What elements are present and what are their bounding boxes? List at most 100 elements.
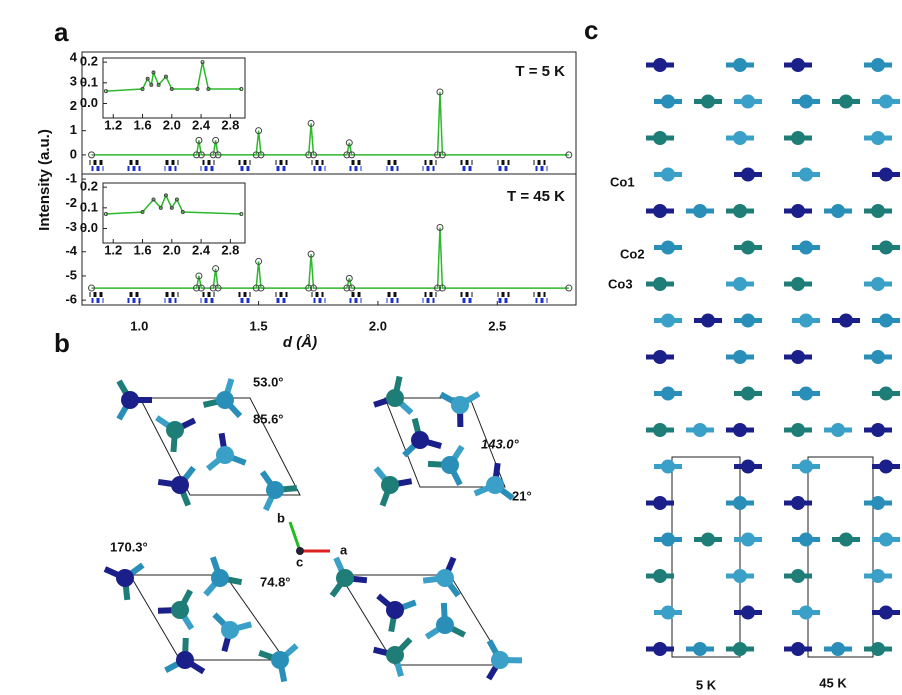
atom xyxy=(741,240,755,255)
panel-label: a xyxy=(54,17,69,47)
data-point xyxy=(212,136,220,144)
data-line xyxy=(91,227,569,289)
atom xyxy=(839,94,853,109)
angle-label: 21° xyxy=(512,488,532,503)
atom-label: Co2 xyxy=(620,246,645,261)
data-point xyxy=(345,139,353,147)
atom xyxy=(733,642,747,656)
data-point xyxy=(309,151,317,159)
temperature-label: 45 K xyxy=(819,675,847,690)
data-point xyxy=(163,74,168,79)
atom xyxy=(693,642,707,656)
atom xyxy=(831,423,845,437)
atom xyxy=(879,605,893,620)
data-line xyxy=(105,193,242,215)
plot-frame xyxy=(81,51,577,306)
atom xyxy=(879,386,893,401)
atom xyxy=(871,131,885,145)
data-point xyxy=(438,151,446,159)
atom xyxy=(879,532,893,547)
data-point xyxy=(140,209,145,214)
data-point xyxy=(343,151,351,159)
atom xyxy=(661,240,675,255)
atom xyxy=(661,313,675,328)
x-tick-label: 2.8 xyxy=(221,117,239,132)
data-point xyxy=(305,284,313,292)
inset-frame xyxy=(102,57,246,119)
data-point xyxy=(169,87,174,92)
atom xyxy=(871,350,885,364)
data-point xyxy=(239,87,244,92)
y-tick-label: 2 xyxy=(70,98,77,113)
data-point xyxy=(200,60,205,65)
y-tick-label: 0.2 xyxy=(80,54,98,69)
atom xyxy=(831,642,845,656)
axis-label: c xyxy=(296,554,303,569)
data-point xyxy=(156,82,161,87)
panel-label: c xyxy=(584,15,598,45)
data-point xyxy=(103,89,108,94)
x-tick-label: 1.2 xyxy=(104,242,122,257)
data-point xyxy=(103,212,108,217)
atom xyxy=(171,476,189,494)
data-point xyxy=(252,284,260,292)
atom xyxy=(171,601,189,619)
atom xyxy=(386,389,404,407)
x-tick-label: 1.2 xyxy=(104,117,122,132)
x-tick-label: 2.0 xyxy=(163,242,181,257)
atom xyxy=(733,131,747,145)
atom xyxy=(121,391,139,409)
atom-label: Co3 xyxy=(608,276,633,291)
data-point xyxy=(255,127,263,135)
atom xyxy=(741,459,755,474)
atom-label: Co1 xyxy=(610,174,635,189)
atom xyxy=(839,532,853,547)
y-tick-label: 4 xyxy=(70,49,78,64)
atom xyxy=(701,313,715,328)
data-point xyxy=(88,151,96,159)
atom xyxy=(871,277,885,291)
y-tick-label: -2 xyxy=(65,195,77,210)
data-point xyxy=(239,212,244,217)
x-tick-label: 1.0 xyxy=(130,318,148,333)
y-axis-label: Intensity (a.u.) xyxy=(36,129,53,231)
angle-label: 74.8° xyxy=(260,574,291,589)
atom xyxy=(791,350,805,364)
atom xyxy=(216,391,234,409)
atom xyxy=(441,456,459,474)
angle-label: 143.0° xyxy=(481,436,520,451)
data-point xyxy=(140,87,145,92)
atom xyxy=(653,277,667,291)
data-point xyxy=(151,197,156,202)
temperature-label: 5 K xyxy=(696,677,717,692)
atom xyxy=(386,646,404,664)
atom xyxy=(653,204,667,218)
data-point xyxy=(197,151,205,159)
axis-label: b xyxy=(277,510,285,525)
data-point xyxy=(158,205,163,210)
data-point xyxy=(180,209,185,214)
atom xyxy=(733,204,747,218)
atom xyxy=(266,481,284,499)
x-tick-label: 1.6 xyxy=(133,117,151,132)
y-tick-label: 0 xyxy=(70,146,77,161)
atom xyxy=(741,605,755,620)
atom xyxy=(166,421,184,439)
atom xyxy=(791,642,805,656)
atom xyxy=(693,204,707,218)
atom xyxy=(216,446,234,464)
atom xyxy=(741,532,755,547)
y-tick-label: 0.1 xyxy=(80,199,98,214)
atom xyxy=(799,386,813,401)
atom xyxy=(701,532,715,547)
data-point xyxy=(436,88,444,96)
x-tick-label: 1.6 xyxy=(133,242,151,257)
data-point xyxy=(348,151,356,159)
y-tick-label: -4 xyxy=(65,243,77,258)
atom xyxy=(871,204,885,218)
x-tick-label: 2.5 xyxy=(488,318,506,333)
atom xyxy=(653,58,667,72)
data-point xyxy=(209,151,217,159)
y-tick-label: 0.2 xyxy=(80,179,98,194)
atom xyxy=(791,569,805,583)
